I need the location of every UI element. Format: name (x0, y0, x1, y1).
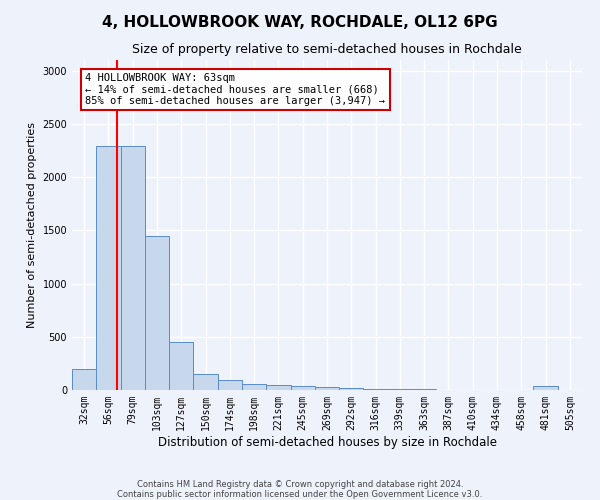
Bar (193, 374, 218, 390)
Text: 4 HOLLOWBROOK WAY: 63sqm
← 14% of semi-detached houses are smaller (668)
85% of : 4 HOLLOWBROOK WAY: 63sqm ← 14% of semi-d… (85, 73, 385, 106)
Bar (364, 389, 388, 390)
Bar (218, 380, 242, 390)
Bar (339, 388, 364, 390)
Bar (290, 386, 315, 390)
Title: Size of property relative to semi-detached houses in Rochdale: Size of property relative to semi-detach… (132, 43, 522, 56)
Bar (315, 388, 339, 390)
Bar (266, 385, 290, 390)
Bar (145, 236, 169, 390)
Bar (121, 146, 145, 390)
Bar (242, 384, 266, 390)
Bar (169, 342, 193, 390)
Bar (72, 368, 96, 390)
Bar (96, 146, 121, 390)
Bar (533, 386, 558, 390)
Y-axis label: Number of semi-detached properties: Number of semi-detached properties (27, 122, 37, 328)
X-axis label: Distribution of semi-detached houses by size in Rochdale: Distribution of semi-detached houses by … (157, 436, 497, 448)
Text: Contains HM Land Registry data © Crown copyright and database right 2024.
Contai: Contains HM Land Registry data © Crown c… (118, 480, 482, 499)
Text: 4, HOLLOWBROOK WAY, ROCHDALE, OL12 6PG: 4, HOLLOWBROOK WAY, ROCHDALE, OL12 6PG (102, 15, 498, 30)
